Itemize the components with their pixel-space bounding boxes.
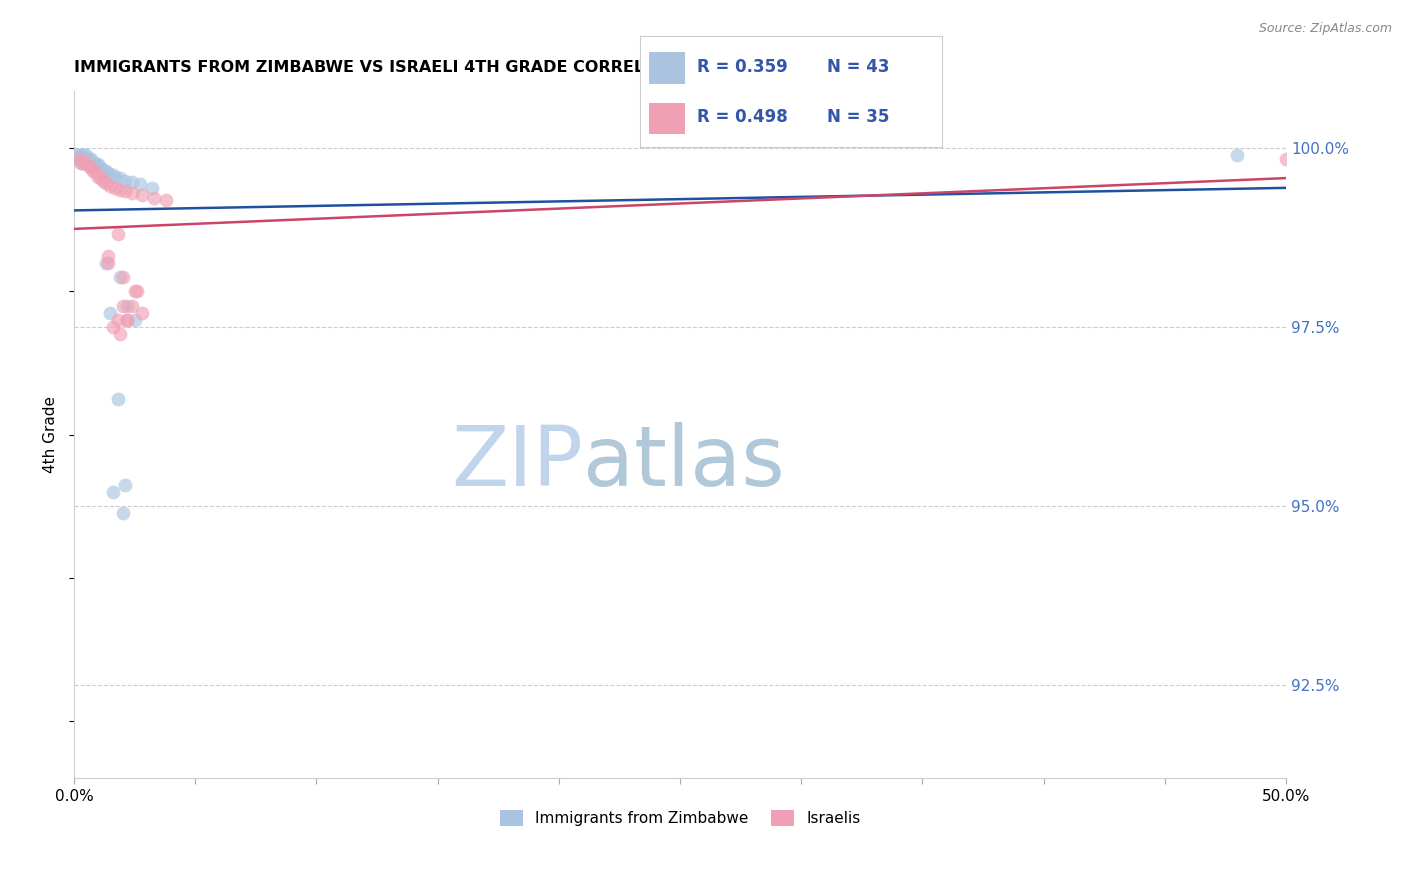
Point bbox=[108, 183, 131, 197]
Point bbox=[73, 155, 96, 169]
Point bbox=[70, 148, 93, 162]
Point bbox=[97, 256, 120, 270]
Point bbox=[77, 159, 100, 173]
Point bbox=[124, 313, 146, 327]
Y-axis label: 4th Grade: 4th Grade bbox=[44, 396, 58, 473]
Point bbox=[90, 161, 112, 176]
Point bbox=[73, 152, 96, 166]
Point bbox=[84, 159, 107, 173]
Point bbox=[131, 306, 153, 320]
Point bbox=[80, 157, 103, 171]
Point bbox=[70, 155, 93, 169]
Point bbox=[121, 299, 143, 313]
Point bbox=[67, 152, 90, 166]
Point bbox=[155, 193, 177, 207]
Point bbox=[117, 299, 139, 313]
Point bbox=[94, 164, 117, 178]
Text: N = 43: N = 43 bbox=[827, 58, 890, 76]
Point bbox=[101, 484, 124, 499]
Point bbox=[128, 177, 150, 191]
Point bbox=[82, 164, 104, 178]
Point bbox=[80, 155, 103, 169]
Point bbox=[94, 176, 117, 190]
Point bbox=[121, 175, 143, 189]
Point bbox=[90, 171, 112, 186]
Point bbox=[91, 173, 114, 187]
Point bbox=[111, 299, 134, 313]
Point bbox=[87, 157, 110, 171]
Legend: Immigrants from Zimbabwe, Israelis: Immigrants from Zimbabwe, Israelis bbox=[494, 805, 866, 832]
Point bbox=[121, 186, 143, 200]
Point bbox=[97, 249, 120, 263]
Point bbox=[104, 169, 127, 184]
Point bbox=[67, 152, 90, 166]
Point bbox=[114, 477, 136, 491]
Point bbox=[70, 152, 93, 166]
Point bbox=[131, 187, 153, 202]
Point bbox=[75, 152, 97, 166]
Point bbox=[127, 285, 149, 299]
Title: IMMIGRANTS FROM ZIMBABWE VS ISRAELI 4TH GRADE CORRELATION CHART: IMMIGRANTS FROM ZIMBABWE VS ISRAELI 4TH … bbox=[75, 60, 765, 75]
Point bbox=[101, 168, 124, 182]
Point bbox=[84, 166, 107, 180]
Text: R = 0.498: R = 0.498 bbox=[697, 108, 787, 126]
Point bbox=[73, 148, 96, 162]
Text: ZIP: ZIP bbox=[451, 422, 583, 502]
Point bbox=[114, 184, 136, 198]
Point bbox=[91, 162, 114, 177]
Point bbox=[82, 155, 104, 169]
Point bbox=[77, 152, 100, 166]
Point bbox=[108, 171, 131, 186]
Point bbox=[1226, 148, 1249, 162]
Point bbox=[65, 148, 87, 162]
Point bbox=[111, 507, 134, 521]
Point bbox=[94, 256, 117, 270]
Point bbox=[82, 157, 104, 171]
Point bbox=[1275, 152, 1298, 166]
Point bbox=[87, 169, 110, 184]
Bar bbox=[648, 53, 685, 84]
Point bbox=[117, 313, 139, 327]
Point bbox=[70, 155, 93, 169]
Point bbox=[107, 392, 129, 406]
Text: Source: ZipAtlas.com: Source: ZipAtlas.com bbox=[1258, 22, 1392, 36]
Point bbox=[108, 327, 131, 342]
Point bbox=[97, 166, 120, 180]
Point bbox=[80, 161, 103, 176]
Point bbox=[141, 180, 163, 194]
Point bbox=[108, 270, 131, 285]
Text: R = 0.359: R = 0.359 bbox=[697, 58, 787, 76]
Point bbox=[75, 157, 97, 171]
Point bbox=[75, 148, 97, 162]
Point bbox=[84, 157, 107, 171]
Point bbox=[67, 148, 90, 162]
Point bbox=[143, 191, 166, 205]
Point bbox=[100, 306, 122, 320]
Point bbox=[117, 313, 139, 327]
Point bbox=[111, 270, 134, 285]
Point bbox=[114, 173, 136, 187]
Point bbox=[77, 155, 100, 169]
Point bbox=[73, 154, 96, 169]
Point bbox=[104, 180, 127, 194]
Text: N = 35: N = 35 bbox=[827, 108, 890, 126]
Point bbox=[101, 320, 124, 334]
Point bbox=[107, 227, 129, 242]
Point bbox=[87, 159, 110, 173]
Point bbox=[100, 178, 122, 193]
Point bbox=[107, 313, 129, 327]
Bar bbox=[648, 103, 685, 134]
Point bbox=[124, 285, 146, 299]
Point bbox=[80, 152, 103, 166]
Text: atlas: atlas bbox=[583, 422, 785, 502]
